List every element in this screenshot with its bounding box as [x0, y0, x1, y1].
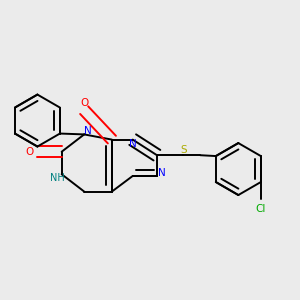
Text: O: O: [26, 147, 34, 157]
Text: O: O: [80, 98, 88, 108]
Text: S: S: [181, 145, 187, 155]
Text: N: N: [129, 139, 136, 149]
Text: N: N: [158, 167, 166, 178]
Text: NH: NH: [50, 173, 65, 183]
Text: Cl: Cl: [256, 204, 266, 214]
Text: N: N: [85, 126, 92, 136]
